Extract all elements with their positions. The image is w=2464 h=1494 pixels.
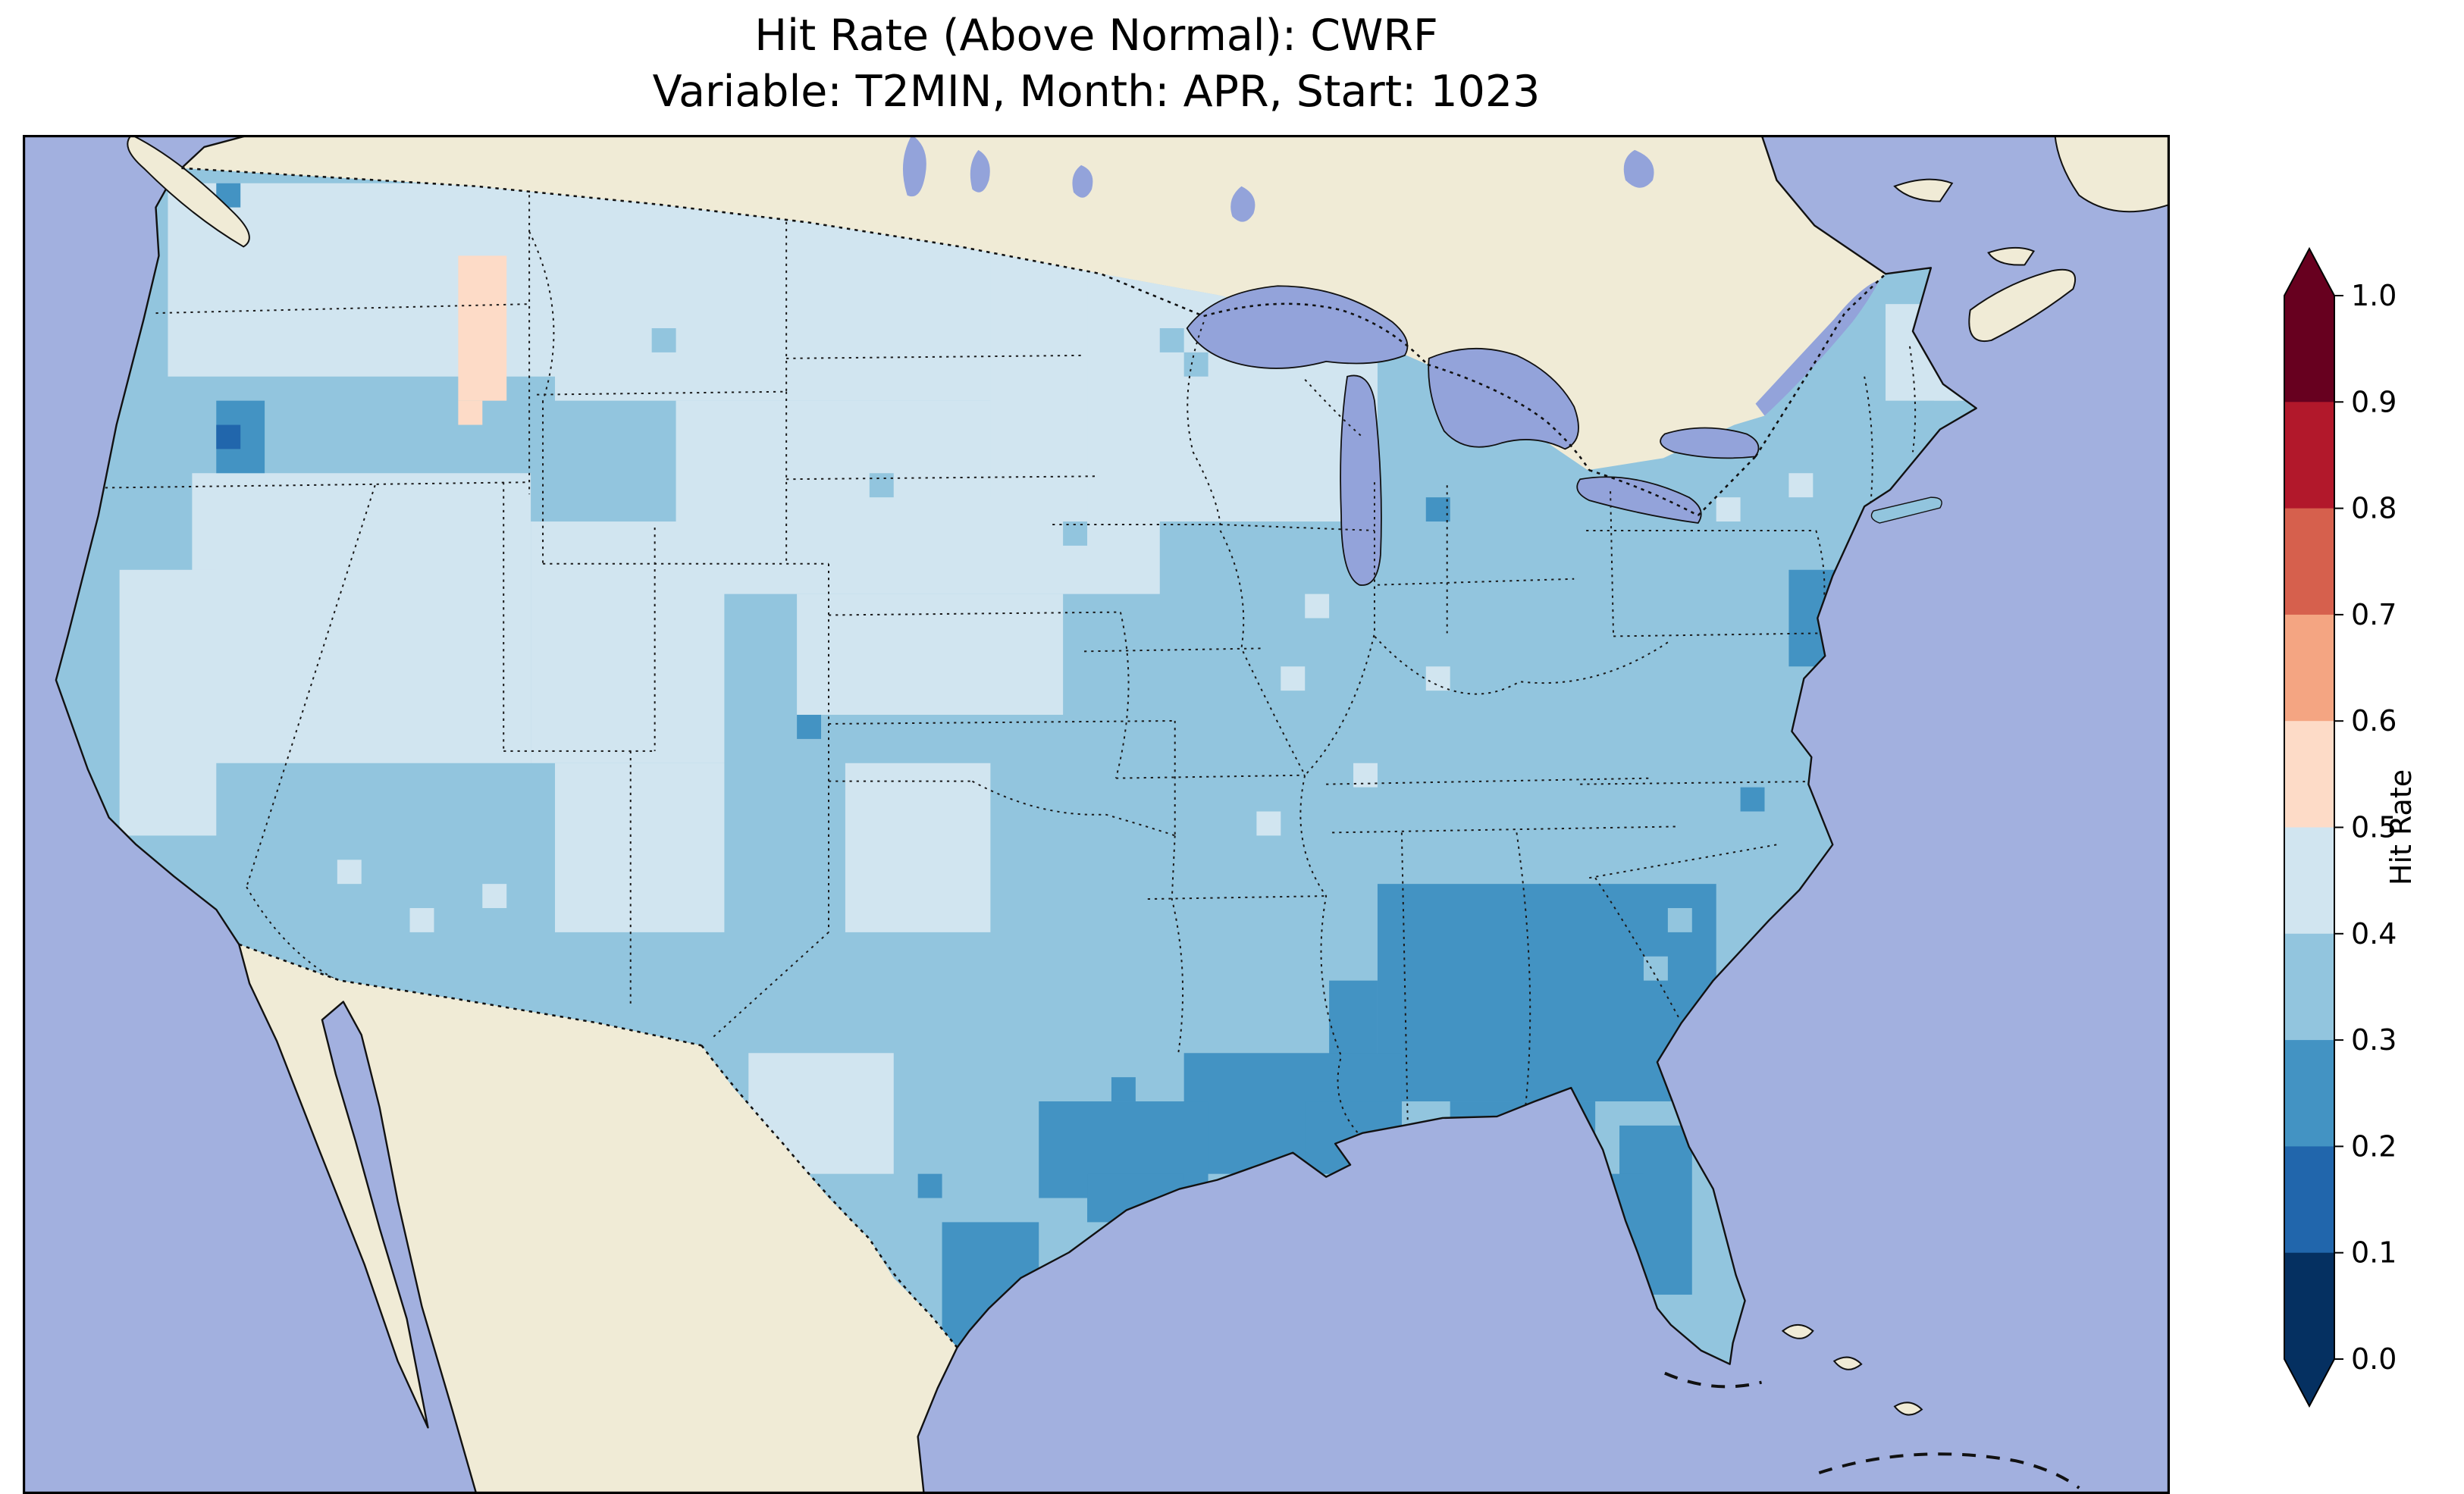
colorbar-segment <box>2284 933 2334 1041</box>
st-lawrence-river <box>1755 280 1880 416</box>
hit-rate-cell <box>869 473 894 498</box>
hit-rate-cell <box>1425 497 1450 522</box>
colorbar-tick-label: 1.0 <box>2351 279 2397 312</box>
nova-scotia <box>1968 268 2077 343</box>
us-mexico-border <box>238 943 958 1348</box>
hit-rate-cell <box>458 400 483 425</box>
state-borders-west <box>63 174 829 1005</box>
lake-erie <box>1576 476 1702 524</box>
colorbar-tick-label: 0.1 <box>2351 1236 2397 1270</box>
hit-rate-patch <box>845 763 991 932</box>
us-canada-border <box>181 167 1886 517</box>
hit-rate-patch <box>555 763 725 932</box>
lake-michigan <box>1340 374 1382 586</box>
hit-rate-cell <box>917 1173 942 1198</box>
map-axes <box>23 135 2170 1494</box>
hit-rate-patch <box>192 473 531 763</box>
canada-lake-4 <box>1623 149 1654 188</box>
colorbar-over-arrow <box>2284 249 2334 296</box>
colorbar-segment <box>2284 1040 2334 1147</box>
figure-title: Hit Rate (Above Normal): CWRF Variable: … <box>23 8 2170 120</box>
hit-rate-cell <box>1716 497 1741 522</box>
lakes <box>902 135 1880 586</box>
hit-rate-patch <box>458 255 507 401</box>
title-line-2: Variable: T2MIN, Month: APR, Start: 1023 <box>652 67 1541 117</box>
newfoundland <box>2054 135 2170 213</box>
title-line-1: Hit Rate (Above Normal): CWRF <box>754 11 1438 61</box>
hit-rate-cell <box>1063 521 1088 546</box>
hit-rate-cell <box>1159 328 1184 352</box>
hit-rate-cell <box>1353 763 1378 788</box>
hit-rate-cell <box>1183 352 1208 377</box>
hit-rate-patch <box>531 521 725 763</box>
colorbar-tick-label: 0.0 <box>2351 1342 2397 1376</box>
us-hit-rate-map <box>23 135 2170 1494</box>
colorbar-tick-label: 0.3 <box>2351 1023 2397 1057</box>
canada-lake-1 <box>902 135 926 197</box>
bahamas-island-1 <box>1781 1323 1814 1339</box>
hit-rate-cell <box>651 328 676 352</box>
axes-frame <box>23 135 2170 1494</box>
islands <box>127 135 2170 1416</box>
colorbar: 1.0 0.9 0.8 0.7 0.6 0.5 0.4 0.3 0.2 0.1 0.0 Hit Rat… <box>2284 246 2418 1408</box>
long-island <box>1870 496 1942 524</box>
hit-rate-patch <box>797 594 1064 716</box>
hit-rate-cell <box>1788 473 1814 498</box>
colorbar-segment <box>2284 296 2334 402</box>
canada-lake-3 <box>1230 186 1256 222</box>
bahamas-island-3 <box>1893 1402 1923 1416</box>
colorbar-segment <box>2284 1146 2334 1254</box>
colorbar-segment <box>2284 827 2334 935</box>
dashed-coasts <box>1664 1371 2080 1489</box>
colorbar-tick-label: 0.8 <box>2351 492 2397 525</box>
lake-huron <box>1428 347 1579 450</box>
hit-rate-cell <box>1740 787 1765 812</box>
colorbar-segment <box>2284 1252 2334 1360</box>
state-borders-east <box>1219 346 1917 1135</box>
colorbar-segment <box>2284 402 2334 509</box>
colorbar-axis-label: Hit Rate <box>2384 769 2418 885</box>
hit-rate-cell <box>216 424 241 449</box>
colorbar-segment <box>2284 614 2334 722</box>
canada-lake-2 <box>970 149 990 193</box>
state-borders-central <box>711 321 1327 1057</box>
hit-rate-cell <box>482 884 507 909</box>
prince-edward-island <box>1987 246 2036 266</box>
coastline <box>55 135 1977 1494</box>
colorbar-segment <box>2284 721 2334 828</box>
hit-rate-cell <box>1305 594 1330 619</box>
anticosti-island <box>1893 178 1954 202</box>
canada-lake-5 <box>1072 164 1093 198</box>
vancouver-island <box>127 135 250 248</box>
colorbar-tick-label: 0.9 <box>2351 385 2397 418</box>
colorbar-tick-label: 0.5 <box>2351 811 2397 844</box>
colorbar-tick-label: 0.7 <box>2351 598 2397 631</box>
colorbar-segment <box>2284 508 2334 615</box>
florida-keys <box>1664 1371 1763 1389</box>
bahamas-island-2 <box>1832 1356 1863 1370</box>
hit-rate-cell <box>409 908 434 932</box>
state-borders <box>63 174 1917 1135</box>
hit-rate-cell <box>1667 908 1692 932</box>
colorbar-under-arrow <box>2284 1359 2334 1406</box>
colorbar-tick-label: 0.6 <box>2351 704 2397 738</box>
hit-rate-patch <box>119 569 217 836</box>
hit-rate-cell <box>1111 1077 1136 1102</box>
colorbar-tick-label: 0.4 <box>2351 917 2397 951</box>
hit-rate-cell <box>1281 666 1306 691</box>
national-borders <box>181 167 1886 1348</box>
hit-rate-cell <box>1256 811 1281 836</box>
hit-rate-cell <box>1425 666 1450 691</box>
hit-rate-cell <box>337 860 362 885</box>
hit-rate-cell <box>797 715 822 739</box>
hit-rate-cell <box>1643 956 1668 981</box>
colorbar-tick-label: 0.2 <box>2351 1129 2397 1163</box>
